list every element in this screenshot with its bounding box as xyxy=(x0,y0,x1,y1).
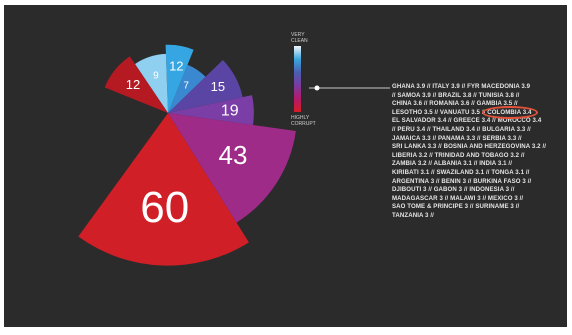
country-list-line: LESOTHO 3.5 // VANUATU 3.5 // COLOMBIA 3… xyxy=(392,108,532,116)
pie-slice-label-12: 12 xyxy=(126,77,140,92)
country-list: GHANA 3.9 // ITALY 3.9 // FYR MACEDONIA … xyxy=(392,83,567,221)
country-list-line: SRI LANKA 3.3 // BOSNIA AND HERZEGOVINA … xyxy=(392,143,547,151)
chart-frame: 60 43 19 15 7 12 9 12 VERY CLEAN HIGHLY CORRUPT… xyxy=(4,5,567,327)
country-list-line: ZAMBIA 3.2 // ALBANIA 3.1 // INDIA 3.1 /… xyxy=(392,160,513,168)
pie-slice-label-19: 19 xyxy=(221,102,239,119)
country-list-line: MADAGASCAR 3 // MALAWI 3 // MEXICO 3 // xyxy=(392,194,524,202)
scale-legend: VERY CLEAN HIGHLY CORRUPT xyxy=(291,32,390,127)
pie-slice-9 xyxy=(135,53,168,113)
country-list-line: CHINA 3.6 // ROMANIA 3.6 // GAMBIA 3.5 /… xyxy=(392,100,518,108)
pie-slice-label-7: 7 xyxy=(183,81,189,92)
country-list-line: TANZANIA 3 // xyxy=(392,211,434,219)
highlighted-country: COLOMBIA 3.4 xyxy=(487,108,532,116)
pie-slice-label-60: 60 xyxy=(140,183,189,232)
pie-slice-label-15: 15 xyxy=(211,79,225,94)
pie-slice-label-12: 12 xyxy=(169,59,183,74)
scale-bottom-label-1: HIGHLY xyxy=(291,115,310,121)
country-list-line: DJIBOUTI 3 // GABON 3 // INDONESIA 3 // xyxy=(392,186,515,194)
pie-slice-12 xyxy=(104,56,168,113)
country-list-line: EL SALVADOR 3.4 // GREECE 3.4 // MOROCCO… xyxy=(392,117,542,125)
country-list-line: GHANA 3.9 // ITALY 3.9 // FYR MACEDONIA … xyxy=(392,83,531,90)
pie-slice-12 xyxy=(165,44,194,113)
pie-slice-15 xyxy=(168,60,243,113)
country-list-line: SAO TOME & PRINCIPE 3 // SURINAME 3 // xyxy=(392,203,520,211)
scale-bottom-label-2: CORRUPT xyxy=(291,121,316,127)
country-list-line: LIBERIA 3.2 // TRINIDAD AND TOBAGO 3.2 /… xyxy=(392,151,525,159)
scale-pointer-dot xyxy=(314,85,320,91)
country-list-line: // PERU 3.4 // THAILAND 3.4 // BULGARIA … xyxy=(392,125,531,133)
scale-gradient-bar xyxy=(294,46,301,112)
country-list-line: JAMAICA 3.3 // PANAMA 3.3 // SERBIA 3.3 … xyxy=(392,134,522,142)
pie-slice-19 xyxy=(168,95,254,125)
country-list-line: // SAMOA 3.9 // BRAZIL 3.8 // TUNISIA 3.… xyxy=(392,91,520,99)
country-list-line: ARGENTINA 3 // BENIN 3 // BURKINA FASO 3… xyxy=(392,177,532,185)
country-list-line: KIRIBATI 3.1 // SWAZILAND 3.1 // TONGA 3… xyxy=(392,168,530,176)
pie-slice-43 xyxy=(168,113,296,223)
scale-top-label-1: VERY xyxy=(291,32,305,38)
pie-slice-label-43: 43 xyxy=(219,140,248,170)
scale-top-label-2: CLEAN xyxy=(291,38,308,44)
pie-slices xyxy=(78,44,296,266)
pie-slice-label-9: 9 xyxy=(153,70,159,81)
pie-slice-7 xyxy=(168,64,206,113)
pie-slice-60 xyxy=(78,113,249,266)
